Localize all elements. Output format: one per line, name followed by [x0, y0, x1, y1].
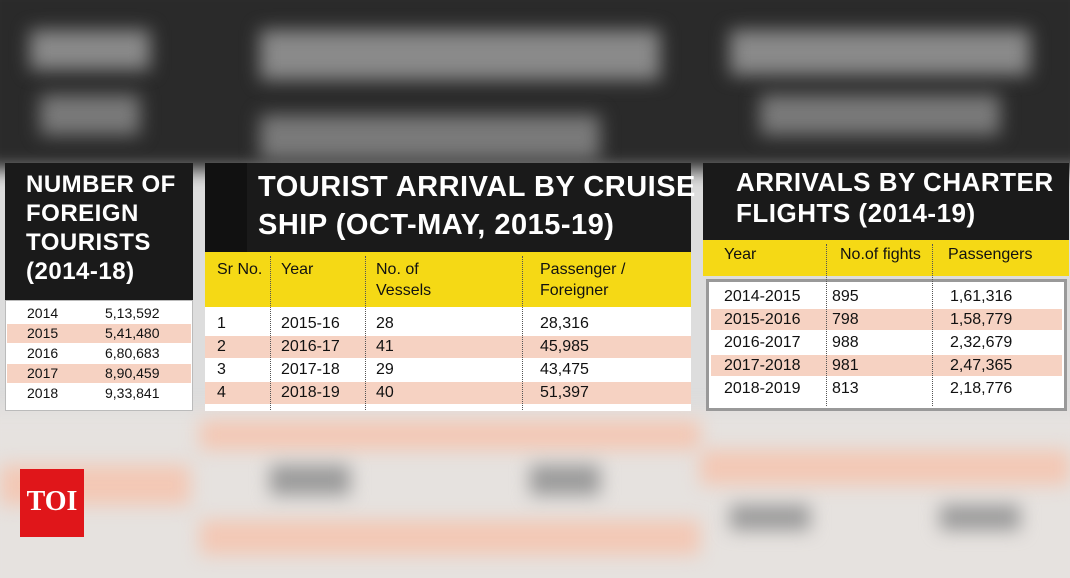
cell: 2017-2018	[724, 357, 801, 374]
column-separator	[522, 256, 523, 410]
blur-block	[940, 505, 1020, 530]
title-box	[5, 163, 193, 300]
title-line: NUMBER OF	[26, 171, 176, 198]
cell: 2018-19	[281, 384, 340, 401]
cell: 5,41,480	[105, 325, 160, 341]
cell: 2,18,776	[950, 380, 1013, 397]
cell: 813	[832, 380, 859, 397]
column-separator	[932, 244, 933, 406]
title-line: FLIGHTS (2014-19)	[736, 198, 976, 228]
column-separator	[365, 256, 366, 410]
row-stripe	[711, 309, 1062, 330]
cell: 1,58,779	[950, 311, 1013, 328]
cell: 9,33,841	[105, 385, 160, 401]
cell: 3	[217, 361, 226, 378]
blur-block	[730, 30, 1030, 75]
cell: 29	[376, 361, 394, 378]
cell: 2,32,679	[950, 334, 1013, 351]
cell: 45,985	[540, 338, 589, 355]
column-separator	[270, 256, 271, 410]
cell: 8,90,459	[105, 365, 160, 381]
title-line: TOURISTS	[26, 229, 151, 256]
blur-stripe	[700, 450, 1070, 485]
column-header: Sr No.	[217, 261, 263, 278]
cell: 28,316	[540, 315, 589, 332]
logo-box	[20, 469, 84, 537]
cell: 6,80,683	[105, 345, 160, 361]
column-header: Year	[724, 246, 757, 263]
column-separator	[826, 244, 827, 406]
cell: 2,47,365	[950, 357, 1013, 374]
cell: 2014	[27, 305, 59, 321]
cell: 2018-2019	[724, 380, 801, 397]
cell: 981	[832, 357, 859, 374]
cell: 2016	[27, 345, 59, 361]
cell: 2015	[27, 325, 59, 341]
cell: 2015-2016	[724, 311, 801, 328]
title-line: TOURIST ARRIVAL BY CRUISE	[258, 171, 696, 203]
column-header: No.of fights	[840, 246, 921, 263]
cell: 1	[217, 315, 226, 332]
blur-block	[30, 30, 150, 70]
blur-stripe	[200, 420, 700, 450]
cell: 895	[832, 288, 859, 305]
cell: 2016-17	[281, 338, 340, 355]
column-header: Passengers	[948, 246, 1033, 263]
blur-block	[760, 95, 1000, 135]
cell: 2016-2017	[724, 334, 801, 351]
cell: 2	[217, 338, 226, 355]
header-band	[703, 240, 1069, 276]
title-line: SHIP (OCT-MAY, 2015-19)	[258, 209, 615, 241]
blur-block	[530, 465, 600, 495]
blur-block	[260, 30, 660, 80]
row-stripe	[7, 324, 191, 343]
cell: 2018	[27, 385, 59, 401]
column-header: No. of Vessels	[376, 261, 432, 299]
logo-text: TOI	[26, 486, 78, 517]
cell: 798	[832, 311, 859, 328]
title-box	[703, 163, 1069, 241]
column-header: Year	[281, 261, 314, 278]
row-stripe	[205, 382, 691, 404]
cell: 988	[832, 334, 859, 351]
blur-block	[40, 95, 140, 135]
table-body	[706, 279, 1067, 411]
title-box	[205, 163, 691, 252]
cell: 41	[376, 338, 394, 355]
cell: 2017-18	[281, 361, 340, 378]
cell: 2014-2015	[724, 288, 801, 305]
cell: 51,397	[540, 384, 589, 401]
blur-block	[730, 505, 810, 530]
title-notch	[205, 163, 247, 252]
title-line: FOREIGN	[26, 200, 139, 227]
table-body	[5, 300, 193, 411]
title-line: ARRIVALS BY CHARTER	[736, 167, 1054, 197]
cell: 40	[376, 384, 394, 401]
cell: 2015-16	[281, 315, 340, 332]
blur-stripe	[200, 520, 700, 555]
cell: 43,475	[540, 361, 589, 378]
row-stripe	[711, 355, 1062, 376]
cell: 4	[217, 384, 226, 401]
cell: 5,13,592	[105, 305, 160, 321]
cell: 1,61,316	[950, 288, 1013, 305]
row-stripe	[7, 364, 191, 383]
blur-block	[270, 465, 350, 495]
cell: 28	[376, 315, 394, 332]
blur-block	[260, 115, 600, 160]
row-stripe	[205, 336, 691, 358]
column-header: Passenger / Foreigner	[540, 261, 626, 299]
cell: 2017	[27, 365, 59, 381]
title-line: (2014-18)	[26, 258, 135, 285]
header-band	[205, 252, 691, 307]
